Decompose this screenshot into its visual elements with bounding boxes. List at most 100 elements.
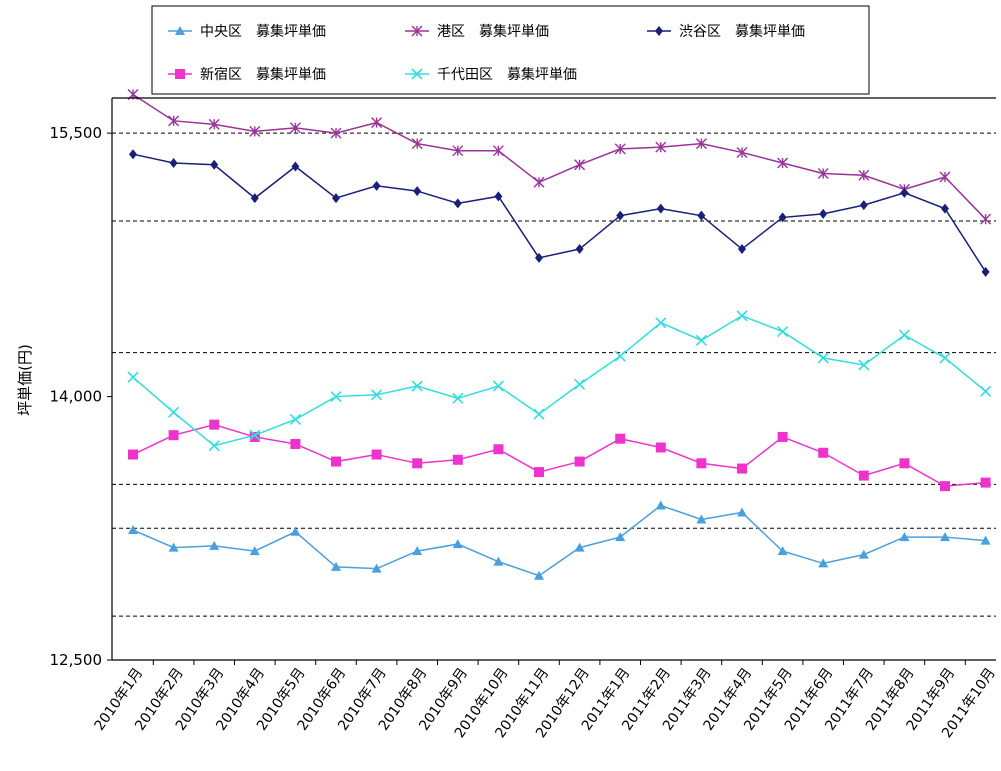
data-point bbox=[534, 467, 544, 478]
data-point bbox=[980, 535, 991, 545]
series-line bbox=[132, 423, 986, 487]
data-point bbox=[127, 371, 139, 383]
data-point bbox=[371, 389, 383, 401]
data-point bbox=[452, 392, 464, 404]
series-line bbox=[132, 504, 986, 577]
data-point bbox=[175, 26, 185, 35]
data-point bbox=[616, 210, 625, 221]
data-point bbox=[655, 141, 667, 153]
data-point bbox=[331, 456, 341, 467]
data-point bbox=[209, 540, 220, 550]
data-point bbox=[980, 385, 992, 397]
data-point bbox=[574, 542, 585, 552]
data-point bbox=[533, 176, 545, 188]
data-point bbox=[738, 244, 746, 255]
data-point bbox=[453, 198, 462, 209]
data-point bbox=[980, 213, 992, 225]
data-point-stroke bbox=[492, 380, 504, 392]
data-point bbox=[778, 212, 787, 223]
legend-item: 中央区 募集坪単価 bbox=[168, 23, 326, 40]
data-point bbox=[817, 352, 829, 364]
data-point bbox=[939, 352, 951, 364]
data-point-stroke bbox=[858, 359, 870, 371]
data-point bbox=[696, 514, 707, 524]
legend-item: 新宿区 募集坪単価 bbox=[168, 66, 326, 83]
data-point bbox=[737, 507, 747, 517]
data-point bbox=[330, 390, 342, 403]
data-point bbox=[534, 570, 544, 580]
data-point bbox=[940, 481, 950, 492]
data-point bbox=[250, 193, 259, 204]
data-point bbox=[372, 180, 381, 191]
data-point bbox=[981, 266, 990, 277]
data-point-stroke bbox=[127, 371, 139, 383]
data-point bbox=[168, 115, 180, 127]
data-point bbox=[655, 500, 666, 510]
data-point bbox=[858, 169, 870, 181]
data-point bbox=[411, 68, 423, 80]
legend-box bbox=[151, 5, 870, 95]
data-point bbox=[899, 458, 910, 469]
legend-label: 新宿区 募集坪単価 bbox=[200, 66, 326, 83]
data-point bbox=[533, 408, 545, 420]
series bbox=[128, 500, 991, 580]
data-point bbox=[128, 449, 138, 460]
data-point bbox=[210, 159, 219, 170]
data-point-stroke bbox=[980, 385, 992, 397]
data-point-stroke bbox=[411, 380, 423, 392]
series bbox=[128, 419, 991, 492]
data-point bbox=[249, 429, 261, 441]
data-point-stroke bbox=[452, 392, 464, 404]
legend-item: 渋谷区 募集坪単価 bbox=[647, 23, 805, 40]
gridlines bbox=[112, 132, 996, 617]
data-point bbox=[819, 208, 828, 219]
data-point bbox=[737, 463, 747, 474]
data-point bbox=[291, 161, 300, 172]
data-point bbox=[452, 145, 464, 157]
data-point bbox=[695, 334, 707, 346]
data-point bbox=[615, 433, 626, 444]
legend-label: 千代田区 募集坪単価 bbox=[437, 66, 577, 83]
data-point bbox=[777, 431, 788, 442]
data-point bbox=[574, 159, 586, 171]
data-point bbox=[249, 431, 260, 442]
data-point-stroke bbox=[289, 413, 301, 425]
data-point bbox=[290, 438, 301, 449]
data-point bbox=[818, 558, 829, 568]
series-layer bbox=[127, 88, 992, 580]
data-point bbox=[736, 146, 748, 158]
y-tick-label: 12,500 bbox=[50, 651, 103, 669]
data-point-stroke bbox=[898, 329, 910, 341]
series-line bbox=[132, 153, 987, 273]
data-point bbox=[128, 525, 138, 535]
data-point bbox=[655, 317, 667, 329]
data-point bbox=[249, 125, 261, 137]
data-point bbox=[411, 380, 423, 392]
data-point bbox=[900, 187, 909, 198]
legend-item: 千代田区 募集坪単価 bbox=[405, 66, 577, 83]
data-point bbox=[168, 406, 180, 418]
data-point bbox=[493, 556, 504, 566]
data-point bbox=[574, 378, 586, 390]
data-point bbox=[413, 186, 422, 197]
data-point bbox=[492, 145, 504, 157]
data-point-stroke bbox=[939, 352, 951, 364]
axes: 12,50014,00015,5002010年1月2010年2月2010年3月2… bbox=[50, 97, 999, 741]
data-point-stroke bbox=[614, 350, 626, 362]
data-point bbox=[939, 171, 951, 183]
data-point bbox=[777, 157, 789, 169]
data-point bbox=[614, 350, 626, 362]
data-point bbox=[289, 122, 301, 134]
data-point-stroke bbox=[208, 440, 220, 452]
data-point bbox=[371, 563, 382, 573]
y-tick-label: 15,500 bbox=[50, 124, 103, 142]
data-point bbox=[697, 210, 706, 221]
series bbox=[129, 149, 990, 277]
data-point bbox=[656, 203, 665, 214]
series bbox=[127, 310, 992, 452]
data-point bbox=[777, 326, 789, 338]
data-point bbox=[208, 118, 220, 130]
data-point bbox=[209, 419, 220, 430]
